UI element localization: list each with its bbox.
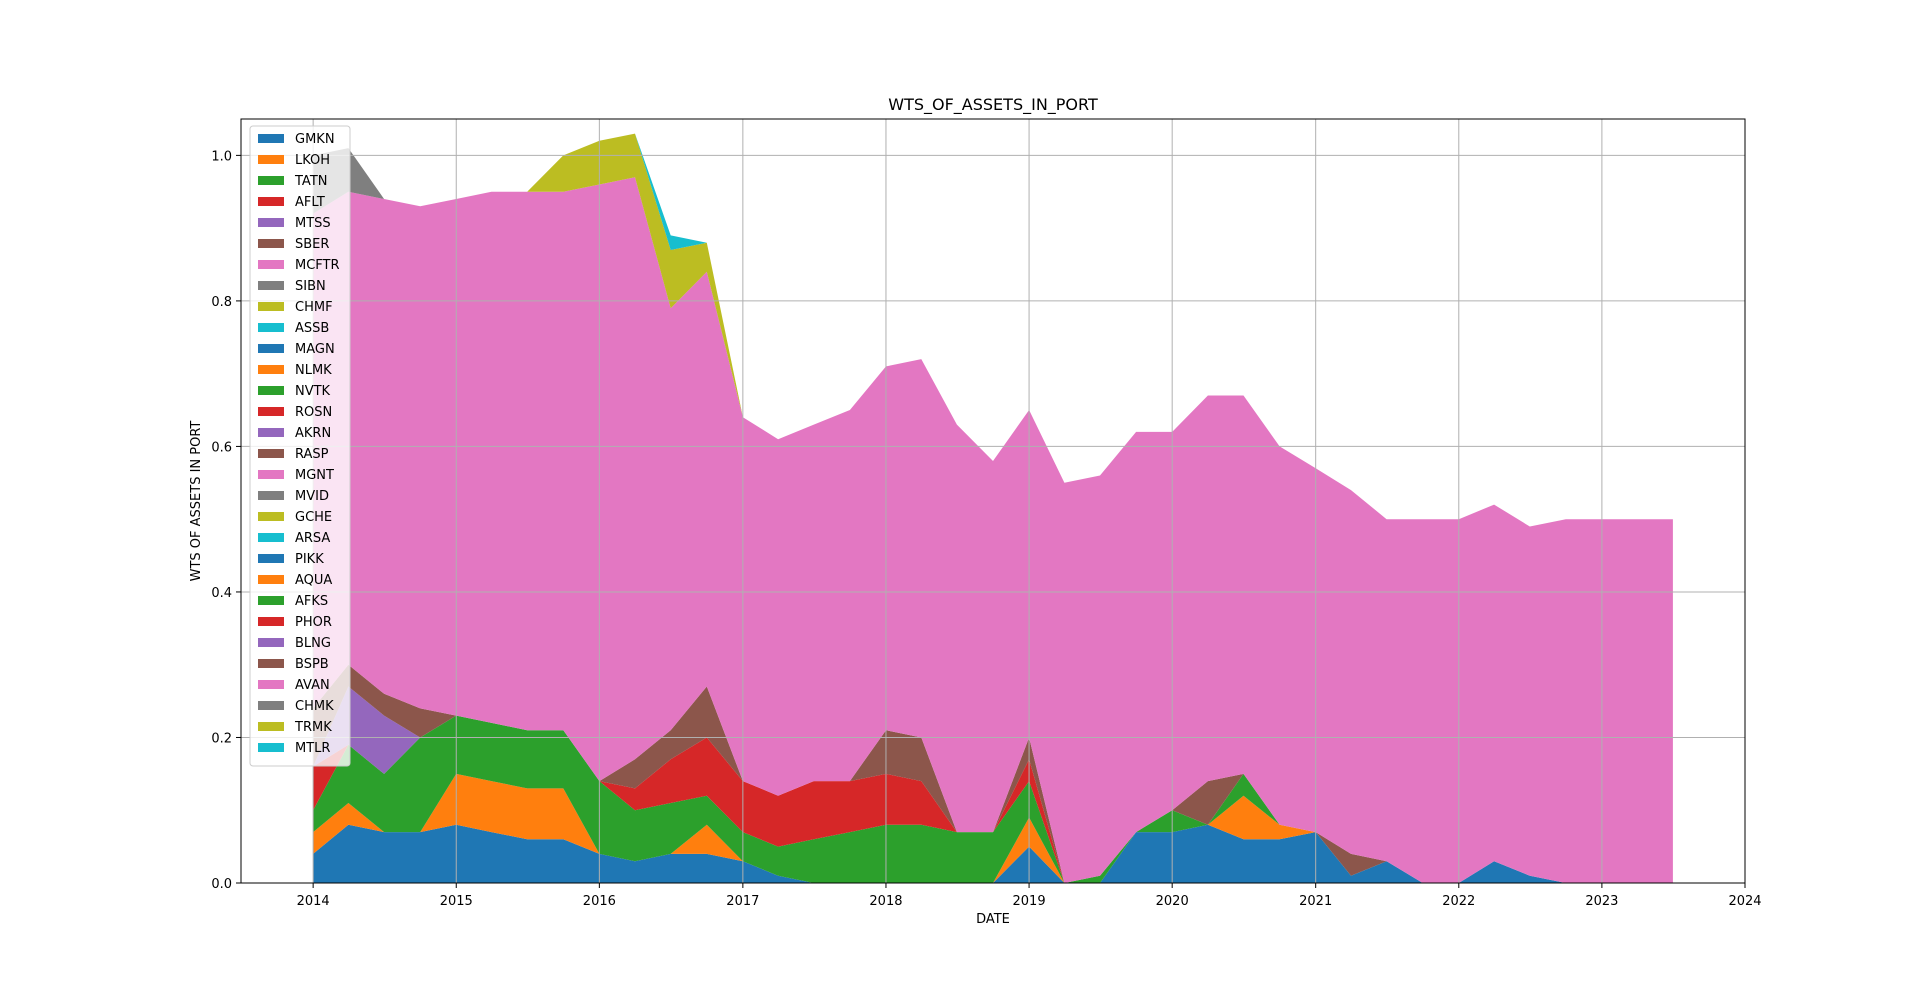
legend-swatch [258,344,284,353]
y-tick-label: 0.2 [211,731,232,746]
legend-swatch [258,302,284,311]
y-tick-label: 0.8 [211,295,232,310]
legend-label: PIKK [295,552,324,567]
legend-label: LKOH [295,153,330,168]
legend-swatch [258,512,284,521]
legend-swatch [258,554,284,563]
x-tick-label: 2015 [440,894,473,909]
legend-label: MTSS [295,216,331,231]
legend-label: TRMK [294,720,332,735]
legend-label: ASSB [295,321,329,336]
legend-swatch [258,428,284,437]
legend-label: MAGN [295,342,335,357]
area-series [313,133,1673,883]
plot-frame [240,118,1746,884]
x-tick-label: 2016 [583,894,616,909]
legend-swatch [258,239,284,248]
legend-swatch [258,638,284,647]
legend-swatch [258,218,284,227]
legend-label: NLMK [295,363,332,378]
x-tick-label: 2022 [1442,894,1475,909]
x-tick-label: 2014 [297,894,330,909]
legend-label: BLNG [295,636,331,651]
area-lkoh [313,773,1673,883]
legend-label: AKRN [295,426,331,441]
legend-label: ROSN [295,405,332,420]
y-tick-label: 0.6 [211,440,232,455]
legend-swatch [258,260,284,269]
legend-label: CHMF [295,300,333,315]
legend-swatch [258,743,284,752]
legend-label: ARSA [295,531,330,546]
legend-label: BSPB [295,657,329,672]
legend-swatch [258,470,284,479]
legend-label: GMKN [295,132,335,147]
legend-swatch [258,680,284,689]
legend-swatch [258,659,284,668]
y-axis: 0.0 0.2 0.4 0.6 0.8 1.0 [211,149,241,892]
legend-label: AFKS [295,594,328,609]
legend-swatch [258,281,284,290]
x-axis-title: DATE [976,912,1010,927]
legend-swatch [258,155,284,164]
legend-label: AFLT [295,195,325,210]
area-tatn [313,715,1673,883]
area-gmkn [313,824,1673,883]
chart-title: WTS_OF_ASSETS_IN_PORT [888,95,1098,115]
legend-swatch [258,449,284,458]
y-tick-label: 1.0 [211,149,232,164]
legend-swatch [258,701,284,710]
legend-swatch [258,176,284,185]
x-tick-label: 2023 [1585,894,1618,909]
legend-label: AQUA [295,573,332,588]
legend-label: NVTK [295,384,331,399]
legend-swatch [258,407,284,416]
legend-label: SBER [295,237,329,252]
legend-swatch [258,596,284,605]
y-tick-label: 0.0 [211,877,232,892]
x-axis: 2014 2015 2016 2017 2018 2019 2020 2021 2022 2023… [297,883,1762,909]
x-tick-label: 2020 [1156,894,1189,909]
legend-label: TATN [294,174,327,189]
legend-swatch [258,365,284,374]
y-tick-label: 0.4 [211,586,232,601]
legend: GMKN LKOH TATN AFLT MTSS SBER MCFTR SIBN CHMF ASS… [249,125,351,767]
y-axis-title: WTS OF ASSETS IN PORT [189,421,204,582]
legend-label: CHMK [295,699,334,714]
legend-label: MVID [295,489,329,504]
legend-swatch [258,575,284,584]
x-tick-label: 2024 [1728,894,1761,909]
legend-swatch [258,197,284,206]
legend-swatch [258,722,284,731]
legend-label: RASP [295,447,329,462]
area-chmf [313,133,1673,527]
legend-swatch [258,134,284,143]
legend-label: AVAN [295,678,330,693]
legend-swatch [258,491,284,500]
area-mcftr [313,177,1673,883]
legend-swatch [258,323,284,332]
x-tick-label: 2018 [869,894,902,909]
legend-label: SIBN [295,279,326,294]
x-tick-label: 2019 [1013,894,1046,909]
legend-label: MTLR [295,741,330,756]
legend-swatch [258,533,284,542]
x-tick-label: 2021 [1299,894,1332,909]
legend-swatch [258,386,284,395]
legend-label: MGNT [295,468,334,483]
legend-label: MCFTR [295,258,340,273]
legend-label: GCHE [295,510,332,525]
legend-label: PHOR [295,615,332,630]
x-tick-label: 2017 [726,894,759,909]
legend-swatch [258,617,284,626]
